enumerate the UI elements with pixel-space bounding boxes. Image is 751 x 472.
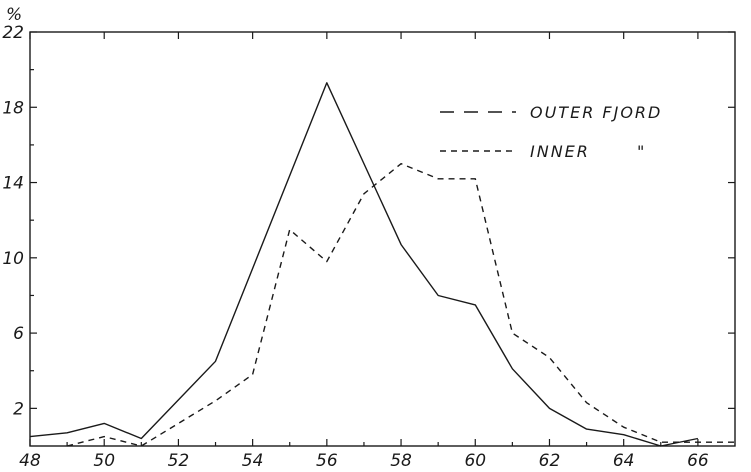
x-tick-label: 66 — [687, 451, 709, 471]
legend-label: OUTER FJORD — [530, 103, 662, 122]
series-inner-line — [66, 162, 735, 447]
y-tick-label: 10 — [2, 249, 24, 269]
y-tick-label: 18 — [2, 98, 24, 118]
x-tick-label: 48 — [19, 451, 41, 471]
x-tick-label: 64 — [613, 451, 635, 471]
x-tick-label: 56 — [316, 451, 338, 471]
y-tick-label: 6 — [13, 324, 24, 344]
legend-label: INNER — [530, 142, 590, 161]
y-tick-label: 14 — [2, 174, 24, 194]
x-tick-label: 50 — [93, 451, 115, 471]
x-tick-label: 60 — [464, 451, 486, 471]
y-tick-label: 22 — [2, 23, 24, 43]
x-tick-label: 54 — [242, 451, 264, 471]
series-outer-line — [29, 82, 699, 447]
y-tick-label: 2 — [13, 399, 24, 419]
x-tick-label: 58 — [390, 451, 412, 471]
x-axis-ticks: 48 50 52 54 56 58 60 62 64 66 — [19, 32, 709, 471]
legend: OUTER FJORD INNER " — [440, 103, 662, 161]
x-tick-label: 62 — [539, 451, 561, 471]
axes — [29, 31, 736, 447]
y-axis-ticks: 2 6 10 14 18 22 — [2, 23, 735, 419]
series-lines — [29, 82, 735, 447]
x-tick-label: 52 — [168, 451, 190, 471]
plot-frame — [29, 31, 736, 447]
y-axis-label: % — [6, 5, 22, 25]
legend-ditto-mark: " — [637, 142, 646, 161]
